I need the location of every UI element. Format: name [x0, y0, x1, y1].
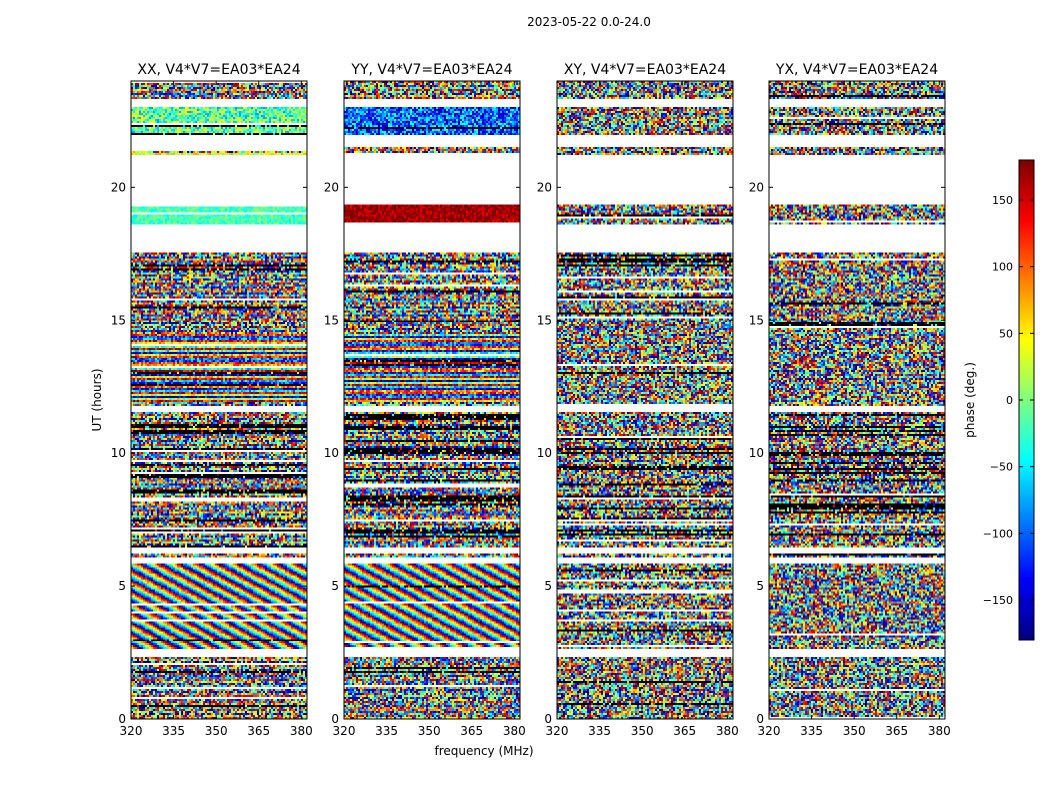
x-tick-label: 365 — [885, 724, 908, 738]
axes-frame — [343, 80, 521, 720]
x-tick-label: 350 — [205, 724, 228, 738]
y-tick-label: 5 — [756, 579, 764, 593]
panel-yx: YX, V4*V7=EA03*EA24 320 335 350 365 380 0 5 10 15… — [749, 62, 951, 738]
x-tick-label: 380 — [290, 724, 313, 738]
axes-frame — [556, 80, 734, 720]
y-tick-label: 20 — [111, 180, 126, 194]
x-tick-label: 350 — [631, 724, 654, 738]
colorbar-tick-label: 0 — [1006, 394, 1013, 407]
y-tick-label: 15 — [537, 313, 552, 327]
x-tick-label: 365 — [460, 724, 483, 738]
y-tick-label: 15 — [324, 313, 339, 327]
y-tick-label: 15 — [749, 313, 764, 327]
colorbar-tick-label: 50 — [999, 327, 1013, 340]
y-tick-label: 0 — [544, 712, 552, 726]
panel-xy: XY, V4*V7=EA03*EA24 320 335 350 365 380 0 5 10 15… — [537, 62, 739, 738]
panel-title: XX, V4*V7=EA03*EA24 — [137, 62, 300, 78]
y-tick-label: 10 — [324, 446, 339, 460]
panel-title: YY, V4*V7=EA03*EA24 — [350, 62, 512, 78]
x-tick-label: 335 — [162, 724, 185, 738]
x-axis-label: frequency (MHz) — [434, 744, 533, 758]
y-axis-label: UT (hours) — [90, 368, 104, 431]
y-tick-label: 10 — [537, 446, 552, 460]
x-tick-label: 350 — [843, 724, 866, 738]
panel-title: YX, V4*V7=EA03*EA24 — [775, 62, 938, 78]
x-tick-label: 335 — [588, 724, 611, 738]
colorbar-tick-label: 100 — [992, 261, 1013, 274]
heatmap-image — [131, 81, 307, 719]
heatmap-image — [769, 81, 945, 719]
y-tick-label: 0 — [331, 712, 339, 726]
panel-xx: XX, V4*V7=EA03*EA24 320 335 350 365 380 0 5 10 15… — [90, 62, 313, 738]
axes-frame — [768, 80, 946, 720]
y-tick-label: 5 — [118, 579, 126, 593]
x-tick-label: 365 — [673, 724, 696, 738]
y-tick-label: 5 — [544, 579, 552, 593]
y-tick-label: 5 — [331, 579, 339, 593]
x-tick-label: 380 — [503, 724, 526, 738]
figure-suptitle: 2023-05-22 0.0-24.0 — [527, 15, 651, 29]
heatmap-image — [344, 81, 520, 719]
x-tick-label: 350 — [418, 724, 441, 738]
heatmap-image — [557, 81, 733, 719]
x-tick-label: 335 — [800, 724, 823, 738]
x-tick-label: 320 — [546, 724, 569, 738]
x-tick-label: 320 — [758, 724, 781, 738]
colorbar-tick-label: −50 — [990, 461, 1013, 474]
y-tick-label: 20 — [537, 180, 552, 194]
colorbar-label: phase (deg.) — [963, 362, 977, 438]
x-tick-label: 335 — [375, 724, 398, 738]
x-tick-label: 320 — [120, 724, 143, 738]
colorbar-tick-label: −150 — [983, 594, 1013, 607]
y-tick-label: 10 — [749, 446, 764, 460]
y-tick-label: 0 — [756, 712, 764, 726]
y-tick-label: 20 — [324, 180, 339, 194]
x-tick-label: 320 — [333, 724, 356, 738]
x-tick-label: 380 — [928, 724, 951, 738]
axes-frame — [130, 80, 308, 720]
panel-title: XY, V4*V7=EA03*EA24 — [564, 62, 726, 78]
panel-yy: YY, V4*V7=EA03*EA24 320 335 350 365 380 0 5 10 15… — [324, 62, 534, 758]
panels: XX, V4*V7=EA03*EA24 320 335 350 365 380 0 5 10 15… — [90, 62, 951, 758]
x-tick-label: 365 — [247, 724, 270, 738]
y-tick-label: 10 — [111, 446, 126, 460]
y-tick-label: 20 — [749, 180, 764, 194]
colorbar-gradient — [1019, 160, 1034, 640]
y-tick-label: 15 — [111, 313, 126, 327]
colorbar: −150 −100 −50 0 50 100 150 — [983, 159, 1035, 641]
y-tick-label: 0 — [118, 712, 126, 726]
colorbar-tick-label: −100 — [983, 527, 1013, 540]
colorbar-tick-label: 150 — [992, 194, 1013, 207]
x-tick-label: 380 — [716, 724, 739, 738]
